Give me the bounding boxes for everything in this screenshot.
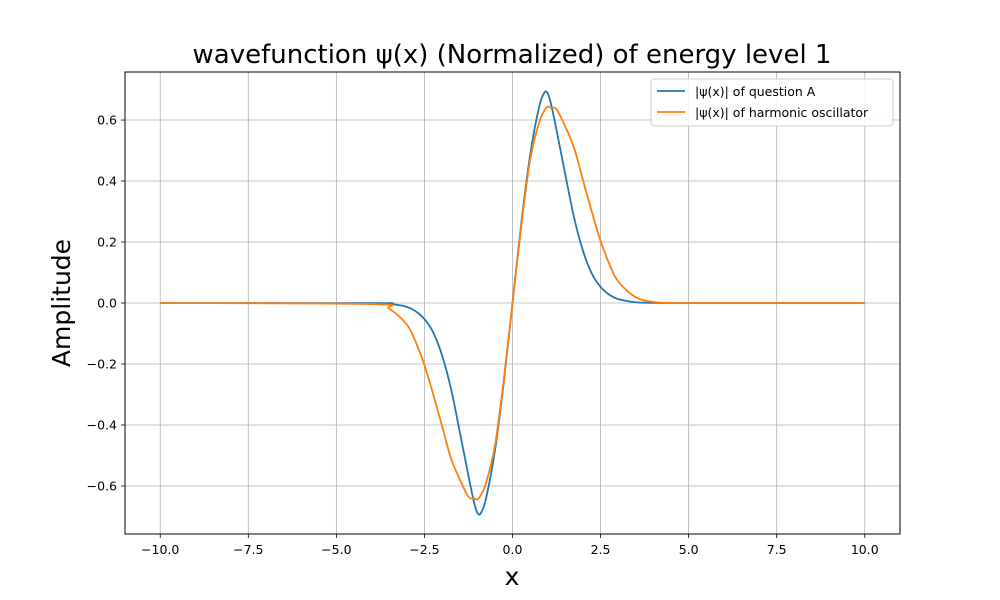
x-axis-label: x [505, 562, 520, 591]
y-tick-label: 0.0 [97, 296, 117, 311]
y-tick-label: −0.6 [87, 478, 117, 493]
x-tick-label: 5.0 [679, 542, 699, 557]
tick-layer: −10.0 −7.5 −5.0 −2.5 0.0 2.5 5.0 7.5 10.0 −0.6 −0.… [87, 113, 879, 557]
legend-label-harmonic-oscillator: |ψ(x)| of harmonic oscillator [695, 105, 869, 120]
x-tick-label: −10.0 [141, 542, 179, 557]
x-tick-label: −5.0 [321, 542, 351, 557]
y-axis-label: Amplitude [47, 239, 76, 367]
series-layer [160, 90, 865, 516]
chart-title: wavefunction ψ(x) (Normalized) of energy… [193, 40, 832, 70]
y-tick-label: −0.4 [87, 417, 117, 432]
x-tick-label: −2.5 [409, 542, 439, 557]
y-tick-label: 0.2 [97, 235, 117, 250]
legend: |ψ(x)| of question A |ψ(x)| of harmonic … [650, 78, 894, 127]
x-tick-label: 10.0 [851, 542, 879, 557]
x-tick-label: 0.0 [503, 542, 523, 557]
x-tick-label: 7.5 [767, 542, 787, 557]
y-tick-label: 0.6 [97, 113, 117, 128]
y-tick-label: −0.2 [87, 356, 117, 371]
legend-box [650, 78, 894, 127]
legend-label-question-a: |ψ(x)| of question A [695, 84, 816, 99]
y-tick-label: 0.4 [97, 174, 117, 189]
x-tick-label: −7.5 [233, 542, 263, 557]
x-tick-label: 2.5 [591, 542, 611, 557]
series-line-harmonic-oscillator [160, 105, 865, 501]
